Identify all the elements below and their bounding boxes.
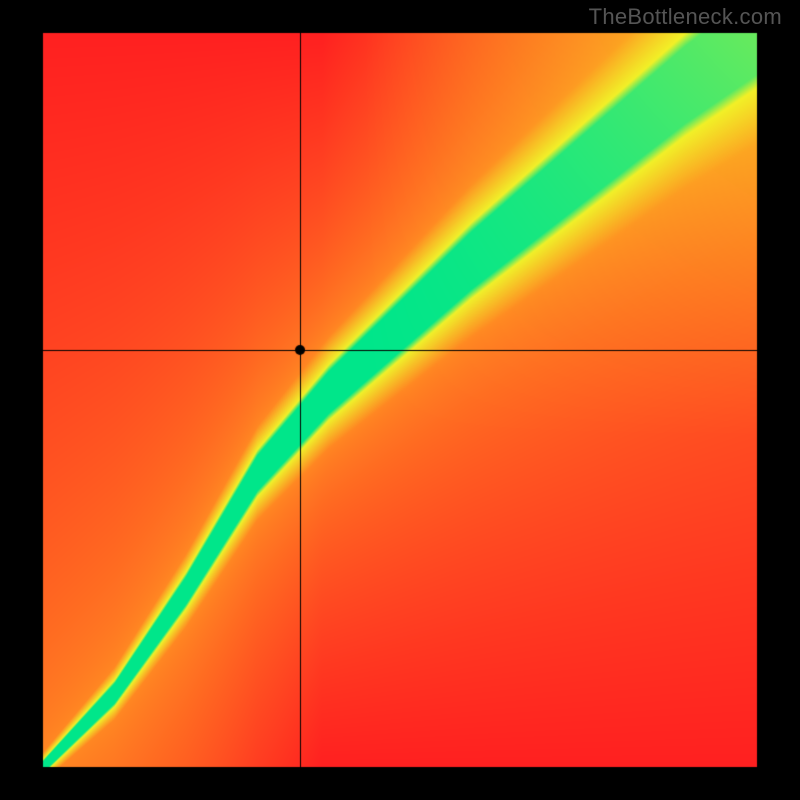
bottleneck-heatmap <box>0 0 800 800</box>
chart-container: TheBottleneck.com <box>0 0 800 800</box>
watermark-text: TheBottleneck.com <box>589 4 782 30</box>
